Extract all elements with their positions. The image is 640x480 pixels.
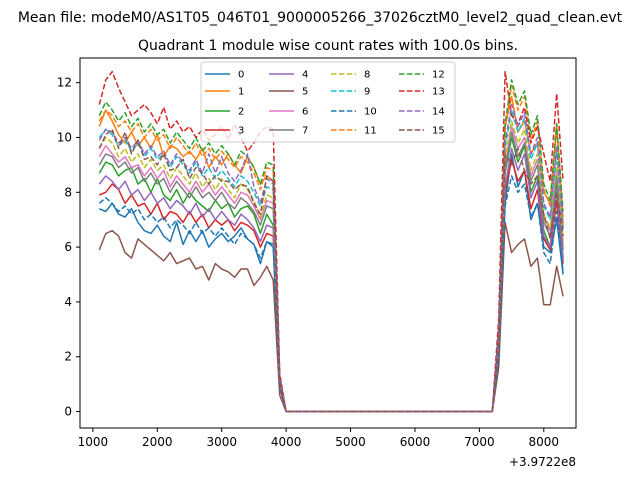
legend-label-6: 6 (302, 107, 308, 118)
legend-label-8: 8 (364, 70, 370, 81)
y-tick-label: 6 (64, 240, 72, 254)
legend-label-10: 10 (364, 107, 377, 118)
legend-frame (200, 61, 456, 143)
legend-label-15: 15 (432, 126, 445, 137)
series-line-3 (99, 158, 564, 413)
series-line-14 (98, 103, 564, 413)
legend-label-3: 3 (238, 126, 244, 137)
legend-label-4: 4 (302, 70, 308, 81)
series-line-5 (98, 221, 564, 413)
x-tick-label: 5000 (335, 435, 366, 449)
y-tick-label: 0 (64, 405, 72, 419)
y-axis: 0 2 4 6 8 10 12 (57, 76, 80, 419)
series-line-11 (98, 84, 564, 413)
x-tick-label: 7000 (464, 435, 495, 449)
chart-title: Quadrant 1 module wise count rates with … (138, 38, 518, 54)
x-tick-label: 6000 (400, 435, 431, 449)
series-layer (98, 70, 564, 413)
y-tick-label: 10 (57, 130, 72, 144)
y-tick-label: 4 (64, 295, 72, 309)
x-tick-label: 3000 (206, 435, 237, 449)
legend-label-13: 13 (432, 87, 445, 98)
x-tick-label: 4000 (271, 435, 302, 449)
legend-label-9: 9 (364, 87, 370, 98)
series-line-10 (98, 175, 564, 413)
x-tick-label: 8000 (529, 435, 560, 449)
legend-label-7: 7 (302, 126, 308, 137)
y-tick-label: 12 (57, 76, 72, 90)
figure-suptitle: Mean file: modeM0/AS1T05_046T01_90000052… (18, 10, 623, 26)
legend-label-12: 12 (432, 70, 445, 81)
x-tick-label: 1000 (78, 435, 109, 449)
series-line-13 (98, 70, 564, 413)
legend-label-14: 14 (432, 107, 445, 118)
x-axis: 1000 2000 3000 4000 5000 6000 7000 8000 (78, 428, 559, 449)
plot-area: 1000 2000 3000 4000 5000 6000 7000 8000 0246810… (57, 57, 577, 469)
legend-label-5: 5 (302, 87, 308, 98)
axes-frame (79, 57, 577, 429)
series-line-4 (98, 147, 564, 413)
series-line-0 (99, 153, 564, 413)
legend-label-11: 11 (364, 126, 377, 137)
legend-label-2: 2 (238, 107, 244, 118)
legend-label-1: 1 (238, 87, 244, 98)
series-line-12 (98, 79, 564, 413)
x-axis-offset-label: +3.9722e8 (509, 455, 576, 469)
y-tick-label: 8 (64, 185, 72, 199)
y-tick-label: 2 (64, 350, 72, 364)
x-tick-label: 2000 (142, 435, 173, 449)
series-line-8 (98, 120, 564, 413)
legend-label-0: 0 (238, 70, 244, 81)
series-line-6 (98, 125, 564, 413)
series-line-15 (98, 128, 564, 413)
